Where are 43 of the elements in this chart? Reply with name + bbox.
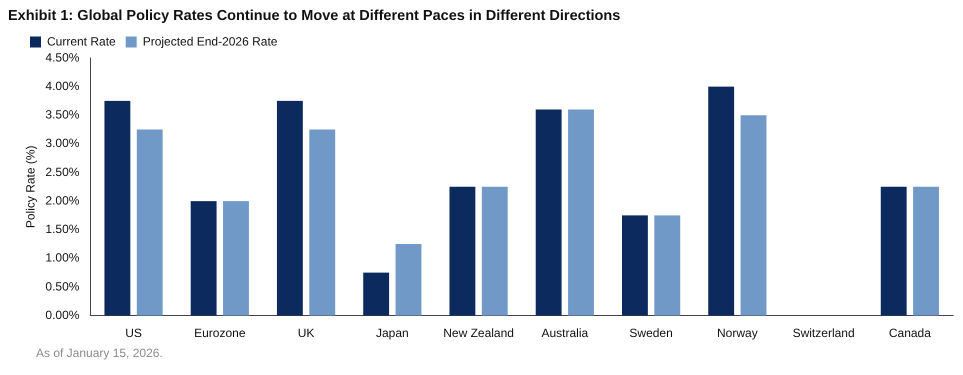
- x-tick-label: Sweden: [629, 326, 673, 340]
- text: As of January 15, 2026.: [36, 346, 163, 360]
- bar: [396, 244, 422, 316]
- x-tick-label: Japan: [376, 326, 409, 340]
- y-tick-label: 4.00%: [45, 78, 80, 93]
- bar: [568, 110, 594, 316]
- bar: [363, 272, 390, 316]
- bar: [654, 215, 680, 316]
- bar: [740, 115, 766, 316]
- y-tick-label: 1.00%: [45, 250, 80, 265]
- legend-label: Projected End-2026 Rate: [142, 34, 278, 48]
- y-tick-label: 2.00%: [45, 193, 80, 208]
- x-tick-label: Canada: [888, 326, 932, 340]
- x-tick-label: Norway: [717, 326, 758, 340]
- x-tick-label: UK: [298, 326, 314, 340]
- x-tick-label: US: [125, 326, 142, 340]
- y-tick-label: 0.50%: [45, 279, 80, 294]
- bar: [136, 130, 163, 316]
- chart-title: Exhibit 1: Global Policy Rates Continue to Move at Different Paces in Different Directions: [8, 8, 620, 24]
- y-tick-label: 0.00%: [45, 308, 80, 322]
- bar: [622, 215, 648, 316]
- y-tick-label: 2.50%: [45, 164, 80, 179]
- bar: [913, 186, 939, 316]
- y-tick-label: 3.50%: [45, 108, 80, 122]
- x-tick-label: New Zealand: [443, 326, 514, 340]
- bar: [309, 130, 336, 316]
- legend-label: Current Rate: [47, 34, 116, 48]
- bar: [190, 201, 217, 316]
- bar: [104, 100, 130, 316]
- x-tick-label: Eurozone: [194, 326, 246, 340]
- bar: [449, 186, 476, 316]
- y-tick-label: 3.00%: [45, 136, 80, 150]
- y-tick-label: 1.50%: [45, 222, 80, 236]
- bar: [276, 100, 303, 316]
- x-tick-label: Australia: [542, 326, 589, 340]
- bar: [536, 110, 562, 316]
- bar: [880, 186, 907, 316]
- y-tick-label: 4.50%: [45, 50, 80, 64]
- bar: [708, 86, 734, 316]
- bar: [223, 201, 249, 316]
- x-tick-label: Switzerland: [792, 326, 855, 340]
- y-axis-title: Policy Rate (%): [24, 145, 38, 228]
- bar: [482, 186, 508, 316]
